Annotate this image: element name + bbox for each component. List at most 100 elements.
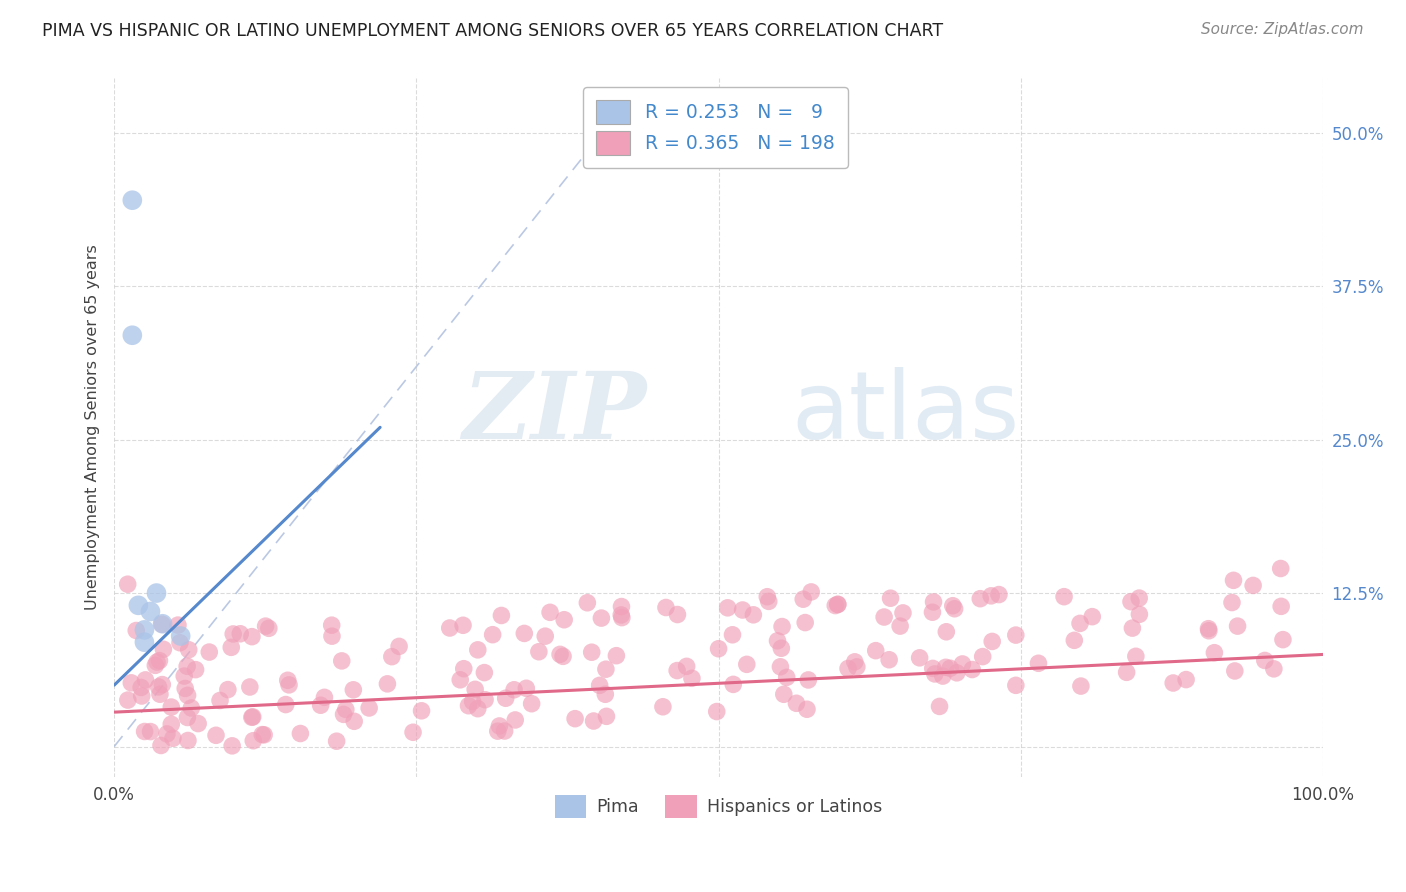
Point <box>721 628 744 642</box>
Point <box>187 716 209 731</box>
Point <box>960 663 983 677</box>
Point <box>209 693 232 707</box>
Point <box>723 677 745 691</box>
Point <box>173 669 195 683</box>
Point <box>520 697 543 711</box>
Point <box>1005 678 1028 692</box>
Point <box>666 664 689 678</box>
Text: Source: ZipAtlas.com: Source: ZipAtlas.com <box>1201 22 1364 37</box>
Point <box>758 594 780 608</box>
Point <box>980 589 1002 603</box>
Point <box>472 665 495 680</box>
Point <box>548 648 571 662</box>
Point <box>827 597 849 611</box>
Point <box>922 595 945 609</box>
Point <box>160 700 183 714</box>
Point <box>134 623 156 637</box>
Point <box>987 588 1010 602</box>
Point <box>610 607 633 622</box>
Point <box>486 724 509 739</box>
Point <box>222 627 245 641</box>
Point <box>321 629 343 643</box>
Point <box>824 599 846 613</box>
Point <box>503 682 526 697</box>
Point <box>134 673 156 687</box>
Point <box>921 661 943 675</box>
Point <box>134 635 156 649</box>
Point <box>1069 616 1091 631</box>
Point <box>666 607 689 622</box>
Text: PIMA VS HISPANIC OR LATINO UNEMPLOYMENT AMONG SENIORS OVER 65 YEARS CORRELATION : PIMA VS HISPANIC OR LATINO UNEMPLOYMENT … <box>42 22 943 40</box>
Point <box>221 739 243 753</box>
Point <box>451 618 474 632</box>
Point <box>1271 632 1294 647</box>
Point <box>1081 609 1104 624</box>
Text: atlas: atlas <box>792 368 1019 459</box>
Point <box>1125 649 1147 664</box>
Point <box>935 660 957 674</box>
Point <box>474 692 496 706</box>
Point <box>844 655 866 669</box>
Point <box>515 681 537 696</box>
Point <box>125 624 148 638</box>
Point <box>928 699 950 714</box>
Point <box>1053 590 1076 604</box>
Point <box>969 591 991 606</box>
Point <box>538 605 561 619</box>
Point <box>1063 633 1085 648</box>
Point <box>610 599 633 614</box>
Point <box>605 648 627 663</box>
Point <box>796 702 818 716</box>
Point <box>343 714 366 729</box>
Point <box>742 607 765 622</box>
Point <box>1270 561 1292 575</box>
Point <box>581 645 603 659</box>
Point <box>277 673 299 688</box>
Point <box>1198 624 1220 638</box>
Point <box>1004 628 1026 642</box>
Point <box>1128 591 1150 606</box>
Point <box>342 682 364 697</box>
Point <box>503 713 526 727</box>
Point <box>377 677 399 691</box>
Point <box>250 728 273 742</box>
Point <box>148 680 170 694</box>
Point <box>1270 599 1292 614</box>
Point <box>402 725 425 739</box>
Point <box>776 670 799 684</box>
Point <box>129 681 152 695</box>
Point <box>769 660 792 674</box>
Point <box>278 678 301 692</box>
Point <box>889 619 911 633</box>
Point <box>1222 574 1244 588</box>
Point <box>908 650 931 665</box>
Point <box>553 613 575 627</box>
Point <box>453 662 475 676</box>
Point <box>239 680 262 694</box>
Point <box>610 610 633 624</box>
Point <box>1128 607 1150 622</box>
Point <box>873 610 896 624</box>
Point <box>149 739 172 753</box>
Point <box>981 634 1004 648</box>
Point <box>150 677 173 691</box>
Point <box>314 690 336 705</box>
Point <box>146 655 169 669</box>
Point <box>564 712 586 726</box>
Point <box>439 621 461 635</box>
Point <box>150 617 173 632</box>
Point <box>772 687 794 701</box>
Point <box>152 616 174 631</box>
Point <box>184 663 207 677</box>
Point <box>770 641 793 656</box>
Point <box>381 649 404 664</box>
Point <box>169 636 191 650</box>
Point <box>877 653 900 667</box>
Point <box>1121 621 1143 635</box>
Point <box>939 661 962 675</box>
Point <box>1115 665 1137 680</box>
Point <box>325 734 347 748</box>
Point <box>1204 646 1226 660</box>
Point <box>242 710 264 724</box>
Point <box>770 619 793 633</box>
